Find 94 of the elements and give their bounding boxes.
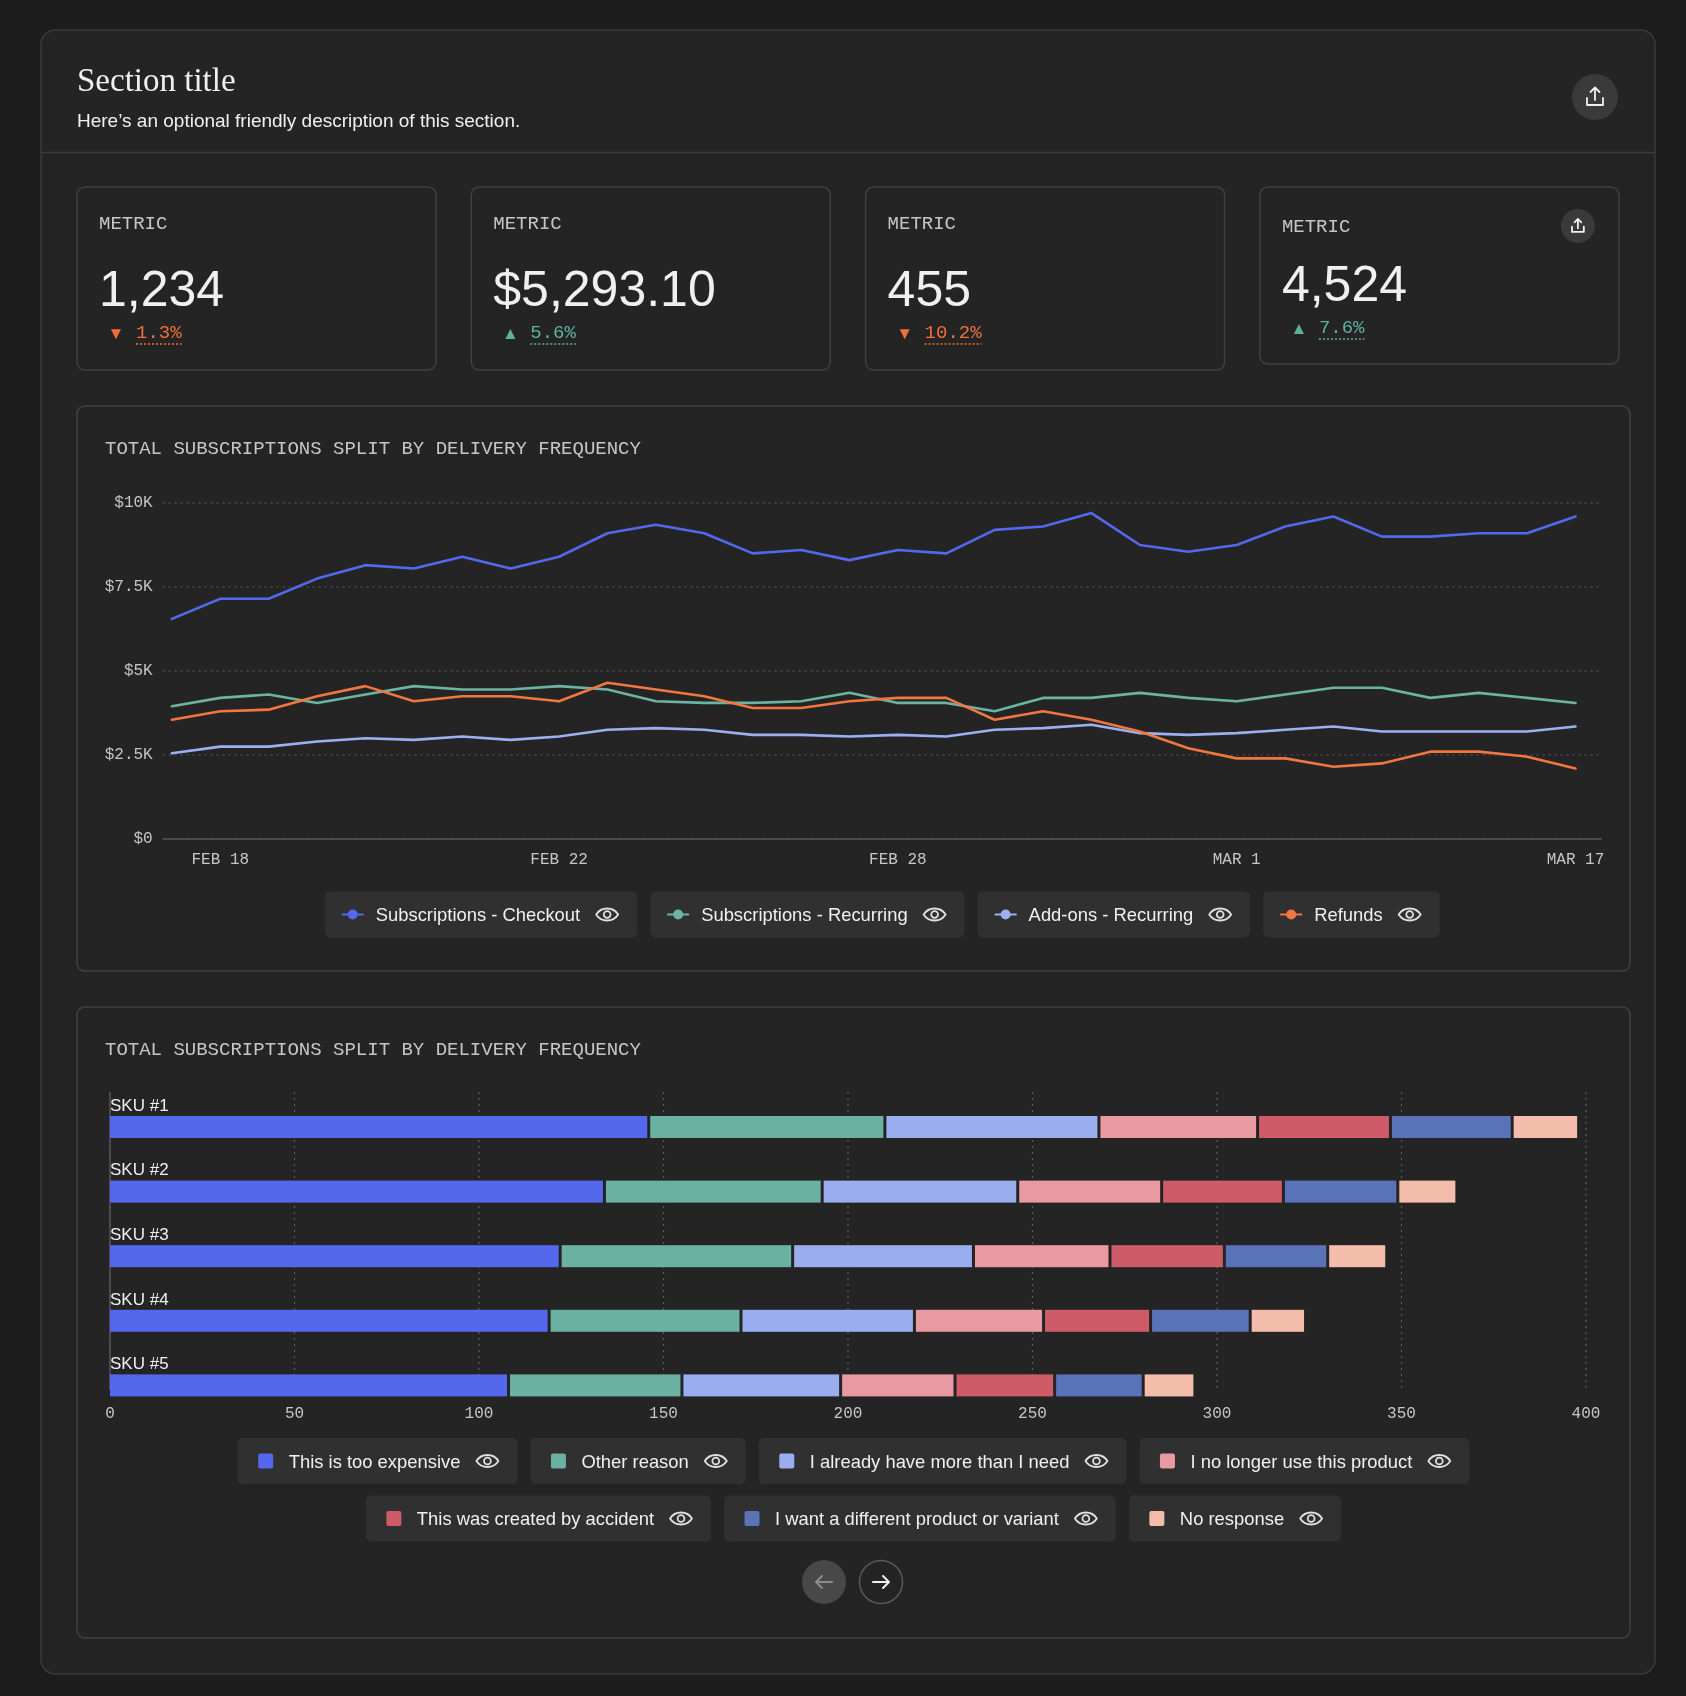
bar [1251,1309,1305,1332]
x-tick-label: 350 [1387,1405,1416,1423]
legend-label: I want a different product or variant [775,1508,1059,1529]
y-tick-label: SKU #3 [110,1224,169,1244]
text: METRIC [1281,216,1351,238]
bar [1259,1116,1389,1138]
y-tick-label: SKU #1 [110,1095,169,1115]
text: 1,234 [99,261,225,317]
x-tick-label: FEB 18 [191,851,250,869]
legend-label: Subscriptions - Recurring [701,904,908,925]
x-tick-label: MAR 17 [1546,851,1605,869]
bar [1163,1180,1282,1203]
text: METRIC [887,213,957,235]
bar [842,1374,954,1397]
bar [1225,1245,1327,1268]
chart-title: TOTAL SUBSCRIPTIONS SPLIT BY DELIVERY FREQUENCY [105,438,642,460]
y-tick-label: SKU #4 [110,1289,169,1309]
bar [550,1309,740,1332]
x-tick-label: MAR 1 [1212,851,1261,869]
text: Here’s an optional friendly description of this section. [77,110,521,131]
bar [742,1309,913,1332]
bar [650,1116,884,1138]
line-series [170,684,1577,713]
legend-label: Refunds [1314,904,1383,925]
bar [510,1374,681,1397]
bar [1391,1116,1511,1138]
x-tick-label: FEB 28 [869,851,927,869]
bar [1056,1374,1142,1397]
legend-label: I no longer use this product [1190,1450,1413,1472]
legend-label: No response [1179,1508,1285,1529]
legend-label: I already have more than I need [809,1450,1070,1472]
y-tick-label: $2.5K [104,746,154,764]
text: 455 [887,261,972,317]
x-tick-label: 300 [1202,1405,1232,1423]
bar [1513,1116,1578,1138]
chart-title: TOTAL SUBSCRIPTIONS SPLIT BY DELIVERY FREQUENCY [105,1039,642,1061]
x-tick-label: 250 [1018,1405,1047,1423]
bar [110,1245,559,1268]
bar [974,1245,1109,1268]
text: 7.6% [1318,317,1366,339]
text: $5,293.10 [493,261,716,317]
bar [886,1116,1098,1138]
y-tick-label: $7.5K [104,578,154,596]
bar [1111,1245,1223,1268]
line-series [170,511,1577,621]
bar [683,1374,840,1397]
bar [1019,1180,1161,1203]
text: 5.6% [530,322,577,344]
bar [605,1180,821,1203]
y-tick-label: $0 [133,830,153,848]
bar [110,1180,603,1203]
line-series [170,681,1577,770]
bar [1284,1180,1397,1203]
legend-label: Subscriptions - Checkout [375,904,581,925]
text: 4,524 [1281,255,1408,312]
bar [110,1309,548,1332]
bar [561,1245,792,1268]
text: ▲ [1290,318,1308,338]
x-tick-label: FEB 22 [530,851,588,869]
text: ▼ [896,323,914,343]
bar [1152,1309,1249,1332]
x-tick-label: 150 [649,1405,678,1423]
x-tick-label: 100 [464,1405,494,1423]
legend-label: Add-ons - Recurring [1028,904,1194,925]
bar [110,1116,648,1138]
x-tick-label: 400 [1571,1405,1601,1423]
x-tick-label: 200 [833,1405,863,1423]
bar [1399,1180,1456,1203]
y-tick-label: SKU #5 [110,1354,169,1374]
text: ▲ [501,323,519,343]
bar [1100,1116,1257,1138]
bar [956,1374,1054,1397]
text: METRIC [493,213,562,235]
legend-label: This was created by accident [416,1508,655,1529]
bar [1329,1245,1386,1268]
text: 1.3% [136,322,183,344]
x-tick-label: 50 [284,1405,305,1423]
bar [110,1374,508,1397]
bar [823,1180,1017,1203]
y-tick-label: $10K [114,494,154,512]
legend-label: This is too expensive [288,1450,461,1472]
bar [915,1309,1043,1332]
y-tick-label: $5K [123,662,154,680]
text: ▼ [107,323,125,343]
text: 10.2% [924,322,983,344]
y-tick-label: SKU #2 [110,1160,169,1180]
x-tick-label: 0 [105,1405,115,1423]
text: Section title [77,62,236,98]
bar [1144,1374,1194,1397]
bar [1045,1309,1150,1332]
line-series [170,723,1577,755]
legend-label: Other reason [581,1450,689,1472]
bar [794,1245,972,1268]
text: METRIC [99,213,168,235]
